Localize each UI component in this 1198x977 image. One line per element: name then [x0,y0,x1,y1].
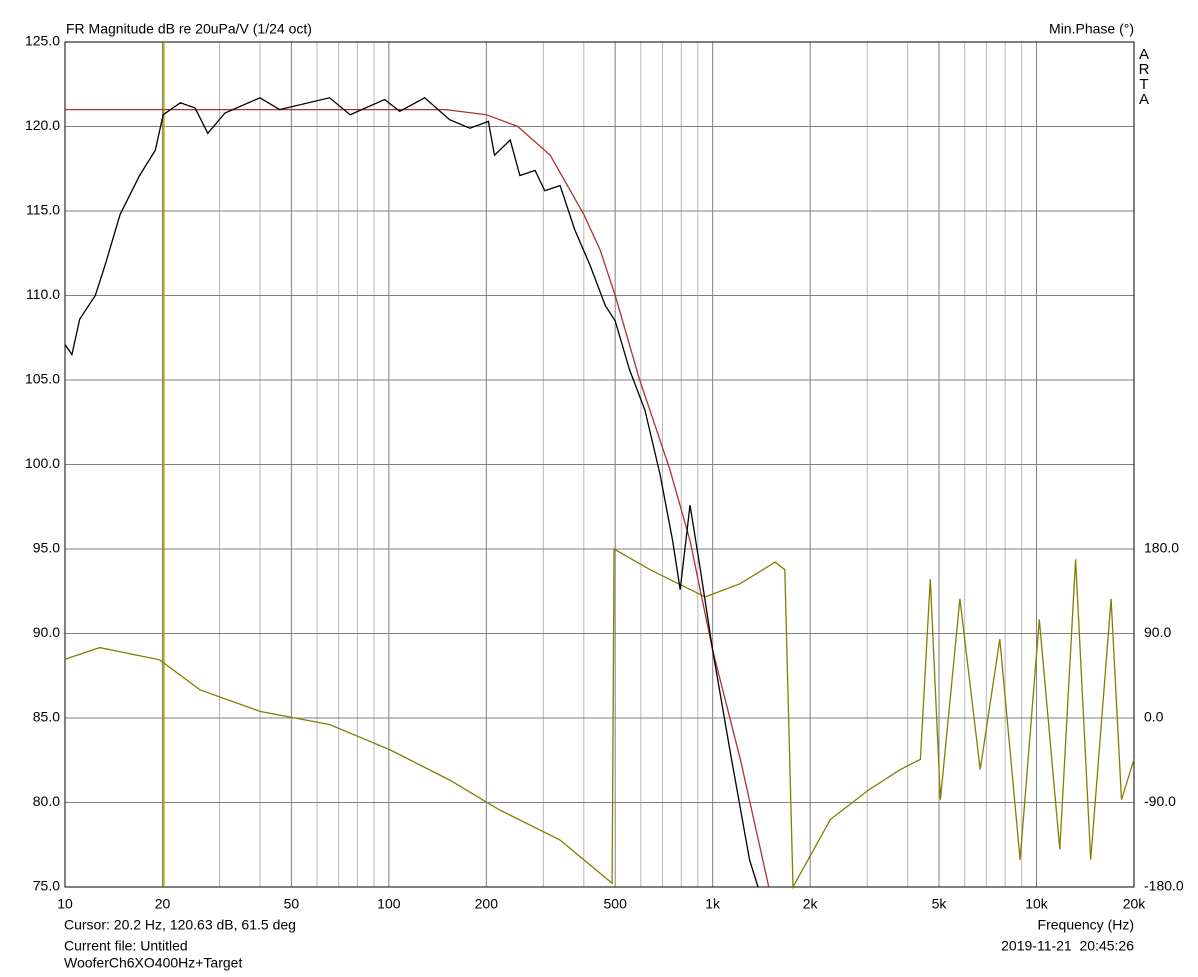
y2-tick-label: -90.0 [1144,793,1176,809]
file-text: Current file: Untitled [64,938,188,954]
series-line [64,547,1135,890]
x-tick-label: 50 [284,896,300,912]
series-line [65,108,770,888]
series-line [64,97,759,888]
x-tick-label: 10 [57,896,73,912]
y-tick-label: 80.0 [33,793,60,809]
x-tick-label: 500 [604,896,628,912]
y-tick-label: 75.0 [33,878,60,894]
y2-title: Min.Phase (°) [1049,21,1134,37]
y-tick-label: 100.0 [25,455,60,471]
y-tick-label: 105.0 [25,371,60,387]
y2-tick-label: 0.0 [1144,709,1164,725]
plot-frame [64,41,1135,888]
y-tick-label: 85.0 [33,709,60,725]
y-tick-label: 90.0 [33,624,60,640]
y-tick-label: 95.0 [33,540,60,556]
cursor-text: Cursor: 20.2 Hz, 120.63 dB, 61.5 deg [64,917,296,933]
x-tick-label: 100 [377,896,401,912]
x-tick-label: 10k [1025,896,1049,912]
x-tick-label: 5k [932,896,948,912]
brand: ARTA [1136,46,1153,106]
y2-tick-label: 180.0 [1144,540,1179,556]
file-name: WooferCh6XO400Hz+Target [64,955,242,971]
y-tick-label: 110.0 [26,286,60,302]
x-tick-label: 1k [705,896,721,912]
x-tick-label: 20 [155,896,171,912]
y2-tick-label: -180.0 [1144,878,1184,894]
y-tick-label: 115.0 [26,202,60,218]
y-tick-label: 125.0 [25,33,60,49]
date-text: 2019-11-21 20:45:26 [1001,938,1134,954]
x-tick-label: 20k [1123,896,1147,912]
x-tick-label: 200 [475,896,499,912]
y2-tick-label: 90.0 [1144,624,1171,640]
x-tick-label: 2k [803,896,819,912]
x-title: Frequency (Hz) [1038,917,1134,933]
y-tick-label: 120.0 [25,117,60,133]
chart-title: FR Magnitude dB re 20uPa/V (1/24 oct) [66,21,312,37]
